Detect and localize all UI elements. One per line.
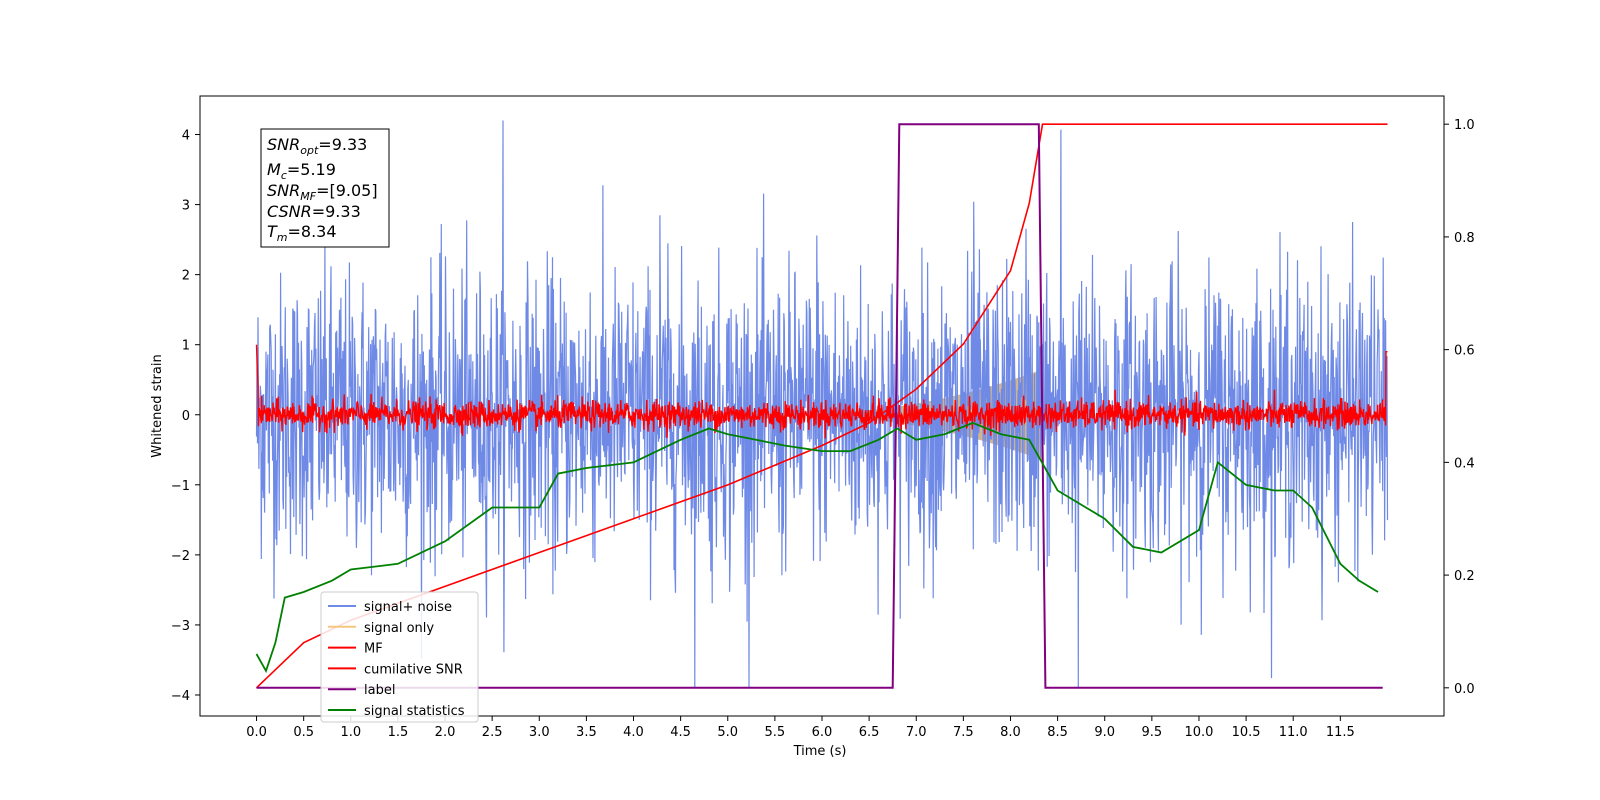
y-tick-label: −3: [171, 619, 190, 634]
y-axis-right: 1.0 0.8 0.6 0.4 0.2 0.0: [1444, 118, 1475, 697]
legend-label: MF: [364, 642, 383, 657]
legend-label: cumilative SNR: [364, 662, 463, 677]
info-annotation-box: SNRopt=9.33 Mc=5.19 SNRMF=[9.05] CSNR=9.…: [260, 128, 390, 248]
x-tick-label: 11.5: [1326, 725, 1355, 740]
x-tick-label: 2.5: [482, 725, 503, 740]
x-tick-label: 2.0: [435, 725, 456, 740]
legend-label: signal only: [364, 621, 434, 636]
x-tick-label: 4.0: [623, 725, 644, 740]
x-tick-label: 3.0: [529, 725, 550, 740]
y-axis-left: 4 3 2 1 0 −1 −2 −3 −4: [171, 129, 200, 704]
snr-mf-text: SNRMF=[9.05]: [267, 181, 378, 203]
y-tick-label: 3: [182, 199, 190, 214]
x-tick-label: 3.5: [576, 725, 597, 740]
label-line: [256, 123, 1383, 689]
y2-tick-label: 1.0: [1454, 118, 1475, 133]
x-tick-label: 9.0: [1094, 725, 1115, 740]
mc-text: Mc=5.19: [267, 160, 336, 182]
x-tick-label: 6.5: [859, 725, 880, 740]
y-tick-label: 4: [182, 129, 190, 144]
mf-line: [255, 344, 1388, 439]
x-tick-label: 0.5: [293, 725, 314, 740]
legend: signal+ noise signal only MF cumilative SNR…: [320, 591, 479, 723]
y-tick-label: −4: [171, 689, 190, 704]
y-tick-label: 0: [182, 409, 190, 424]
x-tick-label: 9.5: [1142, 725, 1163, 740]
y-tick-label: 2: [182, 269, 190, 284]
x-tick-label: 8.5: [1047, 725, 1068, 740]
x-tick-label: 10.5: [1232, 725, 1261, 740]
x-tick-label: 11.0: [1279, 725, 1308, 740]
tm-text: Tm=8.34: [267, 222, 337, 244]
x-tick-label: 7.0: [906, 725, 927, 740]
info-box-frame: [260, 128, 390, 248]
legend-label: label: [364, 683, 395, 698]
csnr-text: CSNR=9.33: [267, 202, 361, 221]
x-axis-label: Time (s): [793, 744, 847, 759]
legend-label: signal+ noise: [364, 600, 452, 615]
x-tick-label: 8.0: [1000, 725, 1021, 740]
x-tick-label: 4.5: [670, 725, 691, 740]
x-tick-label: 6.0: [812, 725, 833, 740]
x-tick-label: 1.5: [388, 725, 409, 740]
y-tick-label: −1: [171, 479, 190, 494]
x-axis: 0.0 0.5 1.0 1.5 2.0 2.5 3.0 3.5 4.0 4.5 5.0 5.5 6.0 6…: [246, 716, 1355, 740]
snr-opt-text: SNRopt=9.33: [267, 135, 367, 157]
signal-statistics-line: [255, 421, 1379, 674]
y2-tick-label: 0.2: [1454, 569, 1475, 584]
y-tick-label: 1: [182, 339, 190, 354]
y2-tick-label: 0.4: [1454, 456, 1475, 471]
x-tick-label: 5.5: [765, 725, 786, 740]
x-tick-label: 0.0: [246, 725, 267, 740]
y2-tick-label: 0.8: [1454, 231, 1475, 246]
x-tick-label: 5.0: [717, 725, 738, 740]
y2-tick-label: 0.6: [1454, 344, 1475, 359]
x-tick-label: 7.5: [953, 725, 974, 740]
y-axis-label: Whitened strain: [150, 354, 165, 457]
legend-label: signal statistics: [364, 704, 465, 719]
y2-tick-label: 0.0: [1454, 682, 1475, 697]
legend-frame: [320, 591, 479, 723]
x-tick-label: 1.0: [340, 725, 361, 740]
y-tick-label: −2: [171, 549, 190, 564]
x-tick-label: 10.0: [1184, 725, 1213, 740]
signal-plus-noise-line: [255, 120, 1389, 689]
